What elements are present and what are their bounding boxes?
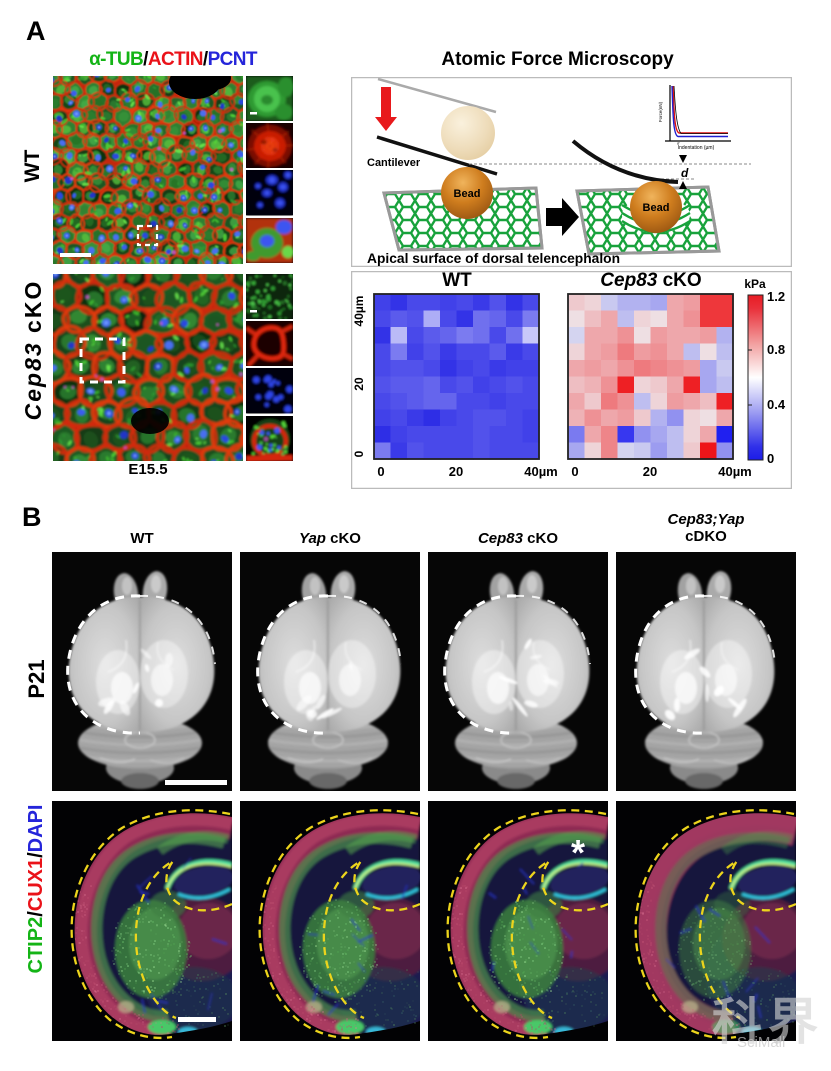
svg-text:Bead: Bead [454, 188, 481, 200]
svg-text:0: 0 [571, 464, 578, 479]
svg-text:0: 0 [352, 450, 366, 457]
svg-text:1.2: 1.2 [767, 289, 785, 304]
svg-text:Bead: Bead [643, 202, 670, 214]
svg-text:20: 20 [352, 377, 366, 391]
svg-text:Cantilever: Cantilever [367, 157, 421, 169]
svg-text:40µm: 40µm [352, 296, 366, 327]
svg-text:Cep83 cKO: Cep83 cKO [600, 271, 701, 291]
svg-text:WT: WT [442, 271, 472, 291]
svg-text:Apical surface of dorsal telen: Apical surface of dorsal telencephalon [367, 251, 620, 266]
svg-text:kPa: kPa [744, 277, 766, 291]
svg-text:0: 0 [377, 464, 384, 479]
svg-text:0.4: 0.4 [767, 397, 786, 412]
svg-text:20: 20 [643, 464, 657, 479]
svg-text:0.8: 0.8 [767, 342, 785, 357]
svg-text:d: d [677, 141, 680, 146]
svg-text:40µm: 40µm [718, 464, 752, 479]
svg-text:Force(nN): Force(nN) [658, 101, 663, 122]
svg-text:0: 0 [767, 451, 774, 466]
svg-text:20: 20 [449, 464, 463, 479]
svg-text:40µm: 40µm [524, 464, 558, 479]
svg-text:*: * [571, 832, 585, 873]
svg-text:d: d [681, 166, 689, 180]
svg-text:Indentation (µm): Indentation (µm) [678, 145, 715, 151]
